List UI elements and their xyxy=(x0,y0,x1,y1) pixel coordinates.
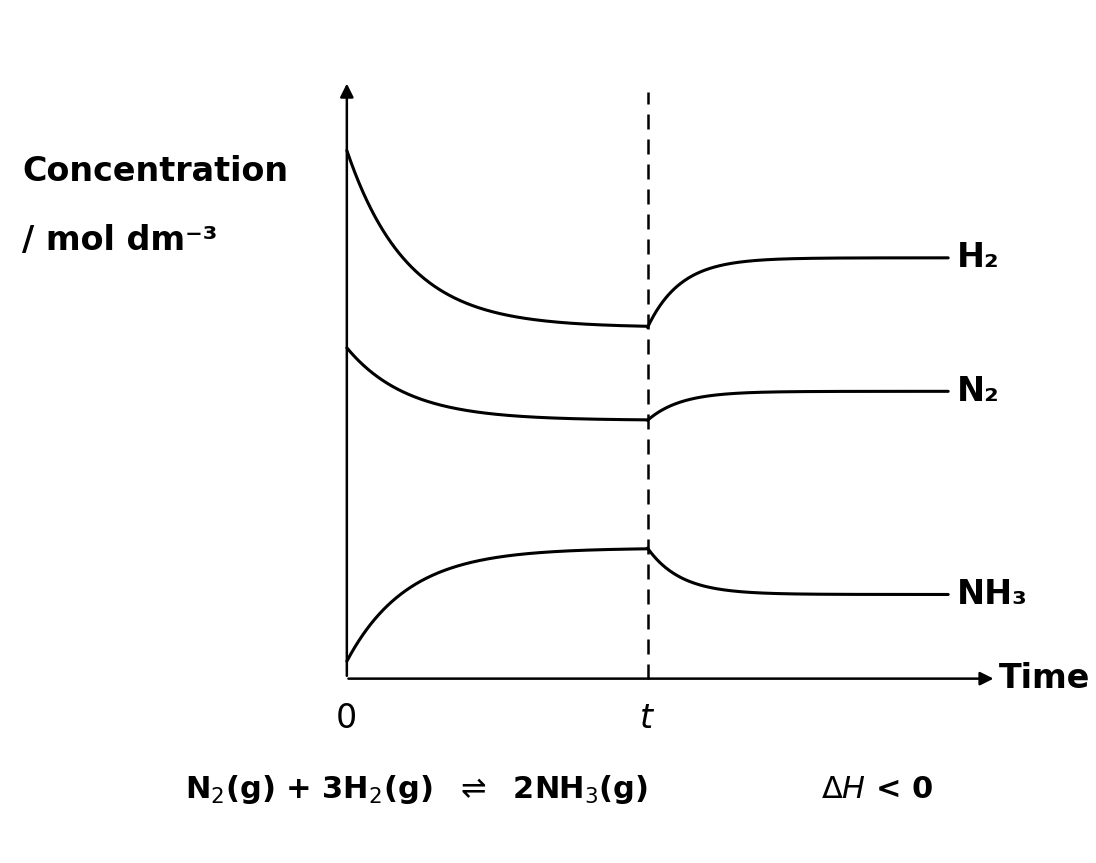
Text: NH₃: NH₃ xyxy=(957,578,1028,611)
Text: Time: Time xyxy=(1000,662,1091,695)
Text: $\mathit{t}$: $\mathit{t}$ xyxy=(639,702,655,735)
Text: N₂: N₂ xyxy=(957,375,1000,408)
Text: Concentration: Concentration xyxy=(22,155,288,188)
Text: $\Delta \mathit{H}$ < 0: $\Delta \mathit{H}$ < 0 xyxy=(821,775,933,804)
Text: / mol dm⁻³: / mol dm⁻³ xyxy=(22,224,217,257)
Text: H₂: H₂ xyxy=(957,242,1000,274)
Text: N$_2$(g) + 3H$_2$(g)  $\rightleftharpoons$  2NH$_3$(g): N$_2$(g) + 3H$_2$(g) $\rightleftharpoons… xyxy=(185,773,648,806)
Text: 0: 0 xyxy=(336,702,357,735)
